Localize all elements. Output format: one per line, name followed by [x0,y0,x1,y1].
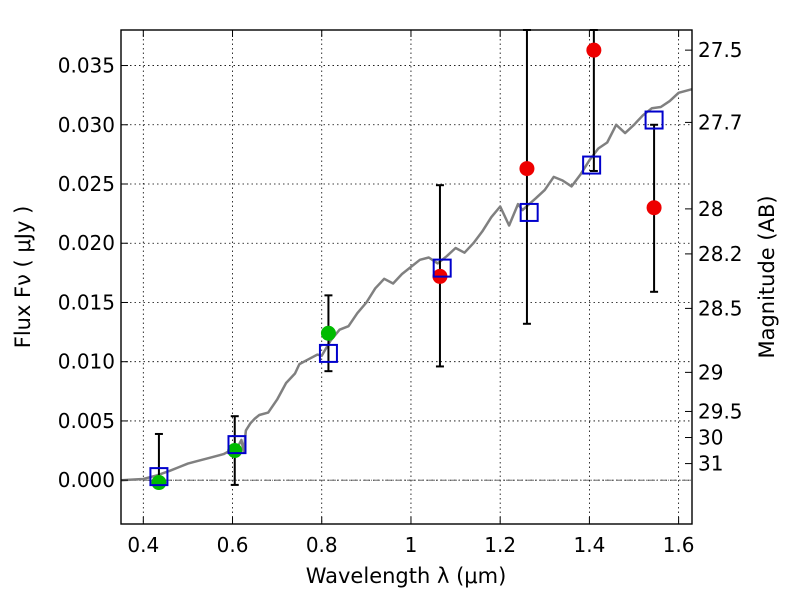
data-point-square [432,258,452,278]
x-tick-label: 1.6 [663,533,695,557]
right-tick-label: 29 [698,360,723,384]
data-point-circle [646,200,662,216]
x-tick-label: 1.2 [484,533,516,557]
right-tick-label: 29.5 [698,399,743,423]
data-point-square [318,343,338,363]
x-tick-label: 0.8 [306,533,338,557]
data-point-circle [151,475,167,491]
y-axis-ticks: 0.000 0.005 0.010 0.015 0.020 0.025 0.030 0.035 [58,54,128,492]
x-tick-label: 1 [405,533,418,557]
data-point-circle [586,42,602,58]
right-tick-label: 28.2 [698,242,743,266]
x-axis-label: Wavelength λ (μm) [306,564,507,588]
data-point-square [644,110,664,130]
x-tick-label: 0.6 [217,533,249,557]
x-axis-ticks: 0.4 0.6 0.8 1 1.2 1.4 1.6 [127,30,695,557]
right-tick-label: 31 [698,452,723,476]
y-tick-label: 0.025 [58,172,115,196]
x-tick-label: 0.4 [127,533,159,557]
y-tick-label: 0.030 [58,113,115,137]
plot-frame [120,29,693,525]
data-point-circle [519,161,535,177]
data-point-square [519,202,539,222]
x-tick-label: 1.4 [573,533,605,557]
error-bars [154,29,659,486]
data-point-square [582,155,602,175]
y-tick-label: 0.020 [58,231,115,255]
data-point-circle [227,443,243,459]
data-point-circle [320,325,336,341]
spectrum-line [120,87,693,482]
y-tick-label: 0.010 [58,350,115,374]
data-points [149,42,664,491]
right-tick-label: 28 [698,197,723,221]
y-tick-label: 0.000 [58,468,115,492]
right-tick-label: 27.7 [698,110,743,134]
y-tick-label: 0.035 [58,54,115,78]
grid [121,30,692,524]
y-axis-label: Flux Fν ( μJy ) [11,206,35,349]
y-tick-label: 0.015 [58,290,115,314]
model-spectrum [120,87,693,482]
data-point-square [227,435,247,455]
right-tick-label: 28.5 [698,296,743,320]
right-axis-label: Magnitude (AB) [755,195,779,358]
y-tick-label: 0.005 [58,409,115,433]
right-tick-label: 30 [698,426,723,450]
data-point-square [149,467,169,487]
right-tick-label: 27.5 [698,38,743,62]
